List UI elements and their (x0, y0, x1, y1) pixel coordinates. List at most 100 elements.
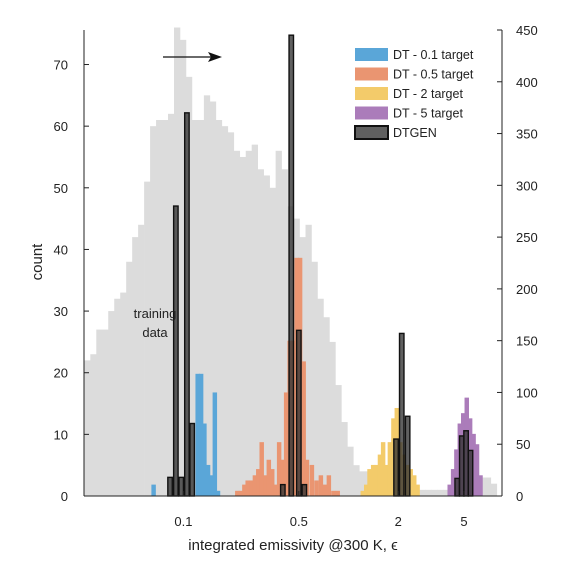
target-bar (314, 480, 319, 496)
target-bar (263, 475, 268, 496)
training-data-bar (281, 169, 288, 496)
training-data-bar (317, 298, 324, 496)
dtgen-bar (288, 34, 295, 497)
training-data-bar (132, 237, 139, 496)
training-data-bar (257, 169, 264, 496)
training-data-bar (419, 489, 426, 496)
target-bar (273, 484, 278, 496)
target-bar (309, 464, 315, 496)
training-data-bar (275, 150, 282, 496)
target-bar (447, 484, 452, 496)
legend-label: DTGEN (393, 126, 437, 140)
legend-swatch (355, 87, 388, 100)
target-bar (364, 484, 369, 496)
training-data-bar (197, 119, 205, 497)
training-data-bar (162, 119, 169, 497)
training-data-bar (179, 39, 187, 497)
right-y-ticks: 0 50 100 150 200 250 300 350 400 450 (497, 23, 538, 504)
target-bar (474, 444, 480, 496)
right-y-tick-label: 150 (516, 334, 538, 349)
training-data-bar (114, 298, 121, 496)
target-bar (195, 373, 200, 496)
left-y-tick-label: 20 (54, 366, 68, 381)
target-bar (235, 490, 240, 496)
dtgen-bar (167, 476, 173, 497)
training-data-bar (442, 489, 450, 496)
dtgen-bar (301, 483, 308, 497)
x-axis-label: integrated emissivity @300 K, ϵ (188, 537, 398, 554)
legend-label: DT - 2 target (393, 87, 463, 101)
dtgen-bar (172, 205, 179, 497)
target-bar (387, 442, 393, 496)
target-bar (259, 442, 264, 496)
training-data-bar (437, 489, 444, 496)
target-bar (367, 469, 372, 496)
training-data-bar (215, 119, 223, 497)
training-data-bar (484, 477, 492, 496)
target-bar (276, 442, 282, 496)
training-data-bar (144, 181, 151, 496)
training-data-bar (347, 446, 354, 496)
training-data-bar (84, 360, 91, 496)
left-y-tick-label: 60 (54, 119, 68, 134)
target-bar (335, 490, 340, 496)
left-y-tick-label: 0 (61, 489, 68, 504)
legend-label: DT - 0.5 target (393, 68, 474, 82)
dtgen-bar (454, 477, 461, 497)
right-y-tick-label: 350 (516, 127, 538, 142)
target-bar (205, 464, 211, 496)
axes (83, 30, 503, 497)
target-bar (280, 459, 285, 496)
x-tick-label: 2 (395, 514, 402, 529)
target-bar (283, 392, 289, 496)
target-bar (478, 475, 483, 496)
training-data-bar (335, 385, 342, 496)
target-bar (242, 484, 247, 496)
target-bar (266, 459, 272, 496)
training-data-bar (329, 341, 336, 496)
training-data-bar (221, 126, 229, 497)
target-bar (209, 475, 214, 496)
dtgen-bar (189, 422, 196, 497)
target-bar (326, 475, 332, 496)
legend-swatch (355, 48, 388, 61)
target-bar (198, 373, 204, 496)
dtgen-bar (183, 112, 190, 497)
legend-swatch (354, 125, 389, 140)
right-y-tick-label: 100 (516, 385, 538, 400)
legend-swatch (355, 106, 388, 120)
dtgen-bar (279, 483, 286, 497)
y-axis-label: count (29, 243, 46, 281)
right-y-tick-label: 450 (516, 23, 538, 38)
left-y-ticks: 0 10 20 30 40 50 60 70 (54, 58, 89, 504)
x-tick-label: 5 (460, 514, 467, 529)
training-data-bar (341, 422, 348, 496)
target-bar (471, 433, 476, 496)
right-y-tick-label: 300 (516, 178, 538, 193)
dtgen-bar (404, 415, 411, 497)
target-bar (331, 490, 336, 496)
target-bar (212, 392, 218, 496)
dtgen-bar (295, 329, 302, 497)
dtgen-bar (393, 438, 399, 497)
training-data-bar (425, 489, 432, 496)
training-data-bar (251, 144, 258, 496)
training-data-bar (156, 119, 163, 497)
training-data-bar (359, 471, 366, 496)
training-data-annotation-line2: data (142, 325, 168, 340)
training-data-bar (490, 483, 498, 496)
target-bar (202, 423, 207, 496)
target-bar (249, 480, 254, 496)
target-bar (450, 469, 456, 496)
target-bar (377, 454, 383, 496)
target-bar (370, 464, 376, 496)
target-bar (380, 442, 386, 496)
training-data-bar (191, 119, 199, 497)
target-bar (245, 480, 250, 496)
legend-swatch (355, 67, 388, 81)
shift-arrow (163, 52, 222, 62)
right-y-tick-label: 200 (516, 282, 538, 297)
target-bar (238, 490, 244, 496)
target-bar (215, 490, 221, 496)
left-y-tick-label: 70 (54, 58, 68, 73)
